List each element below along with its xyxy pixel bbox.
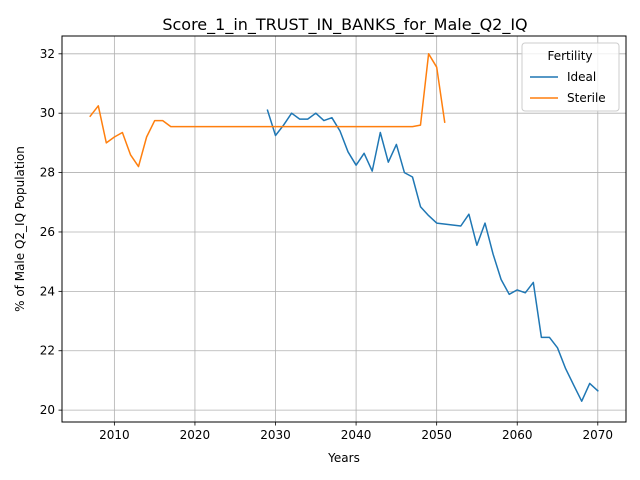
y-tick-label: 30 <box>40 106 55 120</box>
x-axis-label: Years <box>327 451 360 465</box>
y-tick-label: 24 <box>40 284 55 298</box>
x-tick-label: 2070 <box>583 428 614 442</box>
x-tick-label: 2050 <box>421 428 452 442</box>
y-tick-label: 32 <box>40 47 55 61</box>
x-tick-label: 2010 <box>99 428 130 442</box>
x-tick-label: 2060 <box>502 428 533 442</box>
y-axis-label: % of Male Q2_IQ Population <box>13 146 27 312</box>
grid-lines <box>62 36 626 422</box>
chart-title: Score_1_in_TRUST_IN_BANKS_for_Male_Q2_IQ <box>162 15 527 35</box>
y-tick-label: 26 <box>40 225 55 239</box>
y-tick-label: 28 <box>40 166 55 180</box>
y-axis-ticks: 20 22 24 26 28 30 32 <box>40 47 62 417</box>
y-tick-label: 20 <box>40 403 55 417</box>
x-tick-label: 2030 <box>260 428 291 442</box>
legend: Fertility Ideal Sterile <box>521 42 620 112</box>
series-line-ideal <box>266 109 599 402</box>
x-axis-ticks: 2010 2020 2030 2040 2050 2060 2070 <box>99 422 613 442</box>
legend-box <box>521 42 620 112</box>
plot-frame <box>61 35 627 423</box>
x-tick-label: 2040 <box>341 428 372 442</box>
y-tick-label: 22 <box>40 344 55 358</box>
legend-title: Fertility <box>547 49 592 63</box>
legend-label-ideal: Ideal <box>567 70 596 84</box>
x-tick-label: 2020 <box>180 428 211 442</box>
series-line-sterile <box>89 53 446 168</box>
series-lines <box>89 53 599 402</box>
legend-label-sterile: Sterile <box>567 91 606 105</box>
